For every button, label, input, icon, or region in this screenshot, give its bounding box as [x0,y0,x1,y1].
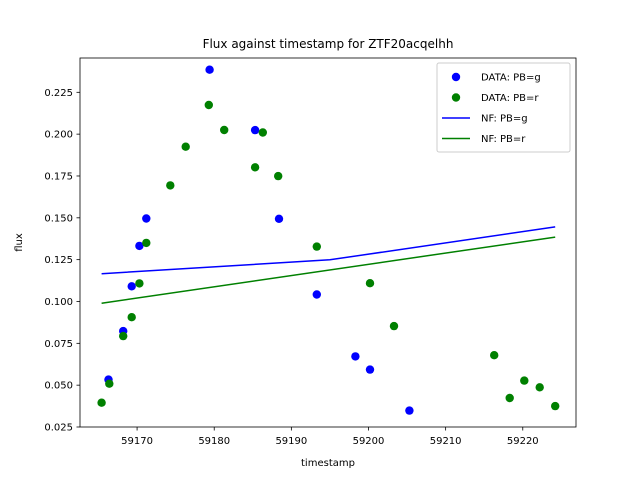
legend-label: DATA: PB=g [481,73,541,84]
data-point-data-pb-r [551,401,560,411]
y-tick-label: 0.175 [44,171,73,182]
legend-label: NF: PB=r [481,134,526,145]
y-tick-label: 0.200 [44,130,73,141]
data-point-data-pb-r [505,393,514,403]
data-point-data-pb-r [250,163,260,172]
y-axis: 0.025 0.050 0.075 0.100 0.125 0.150 0.175 0.200… [44,88,80,434]
legend-marker-dot [451,93,461,102]
y-tick-label: 0.150 [44,213,73,224]
x-tick-label: 59220 [507,436,539,447]
data-point-data-pb-r [127,313,136,322]
data-point-data-pb-r [389,321,399,331]
x-tick-label: 59190 [275,436,307,447]
plot-area [97,65,560,415]
y-tick-label: 0.050 [44,381,73,392]
data-point-data-pb-g [274,214,284,223]
legend-box [436,62,571,153]
data-point-data-pb-g [127,282,136,291]
data-point-data-pb-r [220,125,229,135]
chart-title: Flux against timestamp for ZTF20acqelhh [203,37,454,51]
data-point-data-pb-r [312,242,321,251]
data-point-data-pb-g [250,125,260,135]
y-axis-label: flux [14,233,25,252]
legend: DATA: PB=g DATA: PB=r NF: PB=g NF: PB=r [436,62,571,153]
series-line-nf-pb-r [101,236,556,304]
data-point-data-pb-g [365,365,375,374]
data-point-data-pb-r [204,100,213,110]
data-point-data-pb-r [365,279,375,288]
axes-frame [79,57,577,428]
data-point-data-pb-r [520,376,529,385]
data-point-data-pb-g [135,241,144,251]
y-tick-label: 0.075 [44,339,73,350]
legend-marker-dot [451,72,461,82]
data-point-data-pb-r [535,383,544,392]
series-line-nf-pb-g [101,226,556,275]
data-point-data-pb-r [97,398,106,407]
data-point-data-pb-g [142,214,151,223]
data-point-data-pb-r [135,279,144,288]
y-tick-label: 0.025 [44,423,73,434]
legend-label: NF: PB=g [481,114,528,125]
x-axis-label: timestamp [301,458,355,469]
y-tick-label: 0.100 [44,297,73,308]
y-tick-label: 0.225 [44,88,73,99]
x-tick-label: 59170 [121,436,153,447]
data-point-data-pb-g [205,65,214,74]
y-tick-label: 0.125 [44,255,73,266]
x-tick-label: 59210 [430,436,462,447]
data-point-data-pb-r [274,171,283,181]
data-point-data-pb-r [490,351,499,360]
x-axis: 59170 59180 59190 59200 59210 59220 [121,427,539,447]
data-point-data-pb-r [105,379,114,388]
data-point-data-pb-r [142,238,151,248]
x-tick-label: 59180 [198,436,230,447]
data-point-data-pb-r [166,181,175,190]
x-tick-label: 59200 [353,436,385,447]
legend-label: DATA: PB=r [481,93,539,104]
data-point-data-pb-r [119,331,128,341]
data-point-data-pb-r [258,128,267,137]
data-point-data-pb-g [312,290,321,299]
data-point-data-pb-g [405,406,414,415]
data-point-data-pb-r [181,142,190,151]
data-point-data-pb-g [351,352,360,361]
